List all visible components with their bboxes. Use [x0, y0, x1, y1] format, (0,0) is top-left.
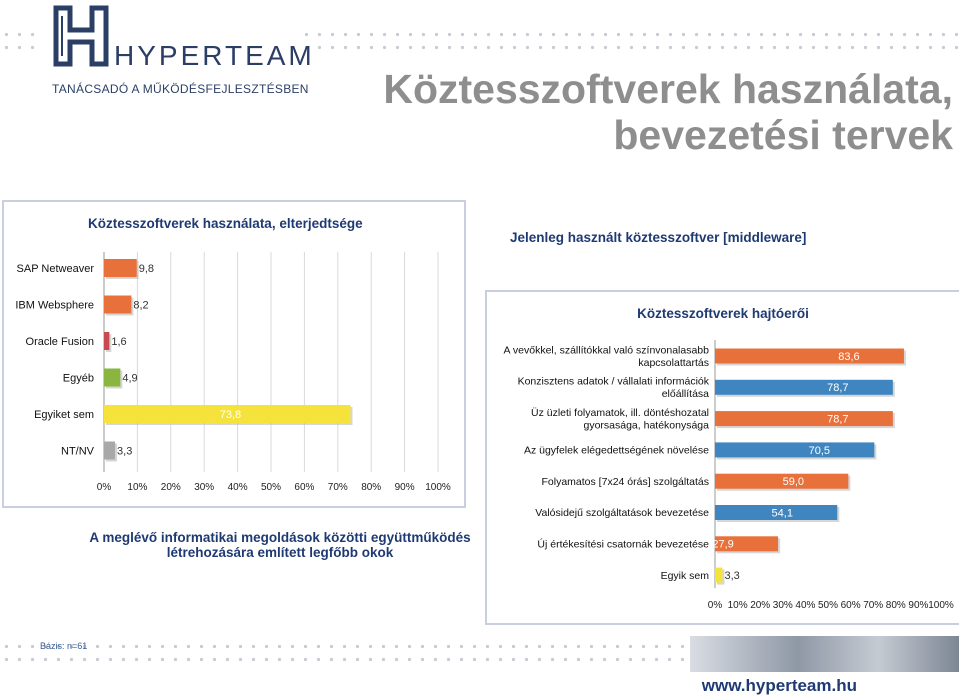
bar-value-label: 9,8 [139, 263, 154, 275]
bar [715, 379, 893, 395]
x-tick-label: 80% [886, 600, 906, 611]
x-tick-label: 30% [194, 482, 214, 493]
bar-value-label: 78,7 [827, 413, 848, 425]
decor-dots-top-left [0, 28, 40, 58]
bar-value-label: 4,9 [122, 372, 137, 384]
bar-value-label: 83,6 [838, 351, 859, 363]
category-label: Egyik sem [661, 570, 710, 582]
bar-value-label: 54,1 [772, 507, 793, 519]
bar-value-label: 8,2 [133, 299, 148, 311]
bar-value-label: 78,7 [827, 382, 848, 394]
x-tick-label: 100% [928, 600, 954, 611]
x-tick-label: 10% [127, 482, 147, 493]
logo-h-icon [53, 5, 109, 67]
drivers-chart: Köztesszoftverek hajtóerői 0% 10% 20% 30% 40%… [504, 306, 954, 611]
drivers-chart-panel: Köztesszoftverek hajtóerői 0% 10% 20% 30% 40%… [485, 290, 959, 625]
category-label: Valósidejű szolgáltatások bevezetése [535, 507, 709, 519]
x-tick-label: 70% [328, 482, 348, 493]
x-tick-label: 100% [425, 482, 451, 493]
x-tick-label: 50% [261, 482, 281, 493]
category-label: NT/NV [61, 445, 95, 457]
bar [715, 473, 849, 489]
bar-value-label: 59,0 [783, 476, 804, 488]
usage-chart-panel: Köztesszoftverek használata, elterjedtsé… [2, 200, 466, 508]
decor-machinery-image [690, 636, 959, 672]
x-tick-label: 60% [294, 482, 314, 493]
logo-tagline: TANÁCSADÓ A MŰKÖDÉSFEJLESZTÉSBEN [52, 82, 309, 96]
chart-title: Köztesszoftverek használata, elterjedtsé… [88, 216, 363, 231]
bar-value-label: 3,3 [117, 445, 132, 457]
bar [715, 348, 904, 364]
bar-value-label: 3,3 [724, 570, 739, 582]
bar [715, 567, 723, 583]
category-label: Egyéb [63, 372, 94, 384]
x-tick-label: 40% [795, 600, 815, 611]
page-title-line2: bevezetési tervek [613, 112, 953, 158]
bar [715, 411, 893, 427]
category-label: A vevőkkel, szállítókkal való színvonala… [504, 344, 710, 356]
x-tick-label: 20% [161, 482, 181, 493]
bar-value-label: 73,8 [220, 409, 241, 421]
category-label: Folyamatos [7x24 órás] szolgáltatás [542, 476, 710, 488]
website-link[interactable]: www.hyperteam.hu [701, 676, 857, 695]
page-title: Köztesszoftverek használata, bevezetési … [383, 66, 953, 158]
category-label: Egyiket sem [34, 409, 94, 421]
category-label: Új értékesítési csatornák bevezetése [537, 537, 709, 550]
x-tick-label: 50% [818, 600, 838, 611]
chart-title: Köztesszoftverek hajtóerői [637, 306, 809, 321]
bar [104, 259, 137, 277]
bar [104, 405, 351, 423]
bar [104, 332, 110, 350]
bar-value-label: 1,6 [111, 336, 126, 348]
bar-value-label: 70,5 [809, 445, 830, 457]
hyperteam-logo: HYPERTEAM TANÁCSADÓ A MŰKÖDÉSFEJLESZTÉSB… [52, 4, 312, 96]
category-label: Konzisztens adatok / vállalati informáci… [518, 376, 710, 388]
x-tick-label: 40% [228, 482, 248, 493]
category-label: gyorsasága, hatékonysága [583, 420, 709, 432]
x-tick-label: 70% [863, 600, 883, 611]
bar [715, 442, 875, 458]
x-tick-label: 90% [908, 600, 928, 611]
bar [104, 441, 116, 460]
caption-drivers-line1: A meglévő informatikai megoldások között… [89, 530, 471, 545]
sample-base-note: Bázis: n=61 [40, 641, 88, 651]
category-label: Üz üzleti folyamatok, ill. döntéshozatal [531, 407, 709, 419]
caption-drivers-line2: létrehozására említett legfőbb okok [166, 545, 394, 560]
usage-chart: Köztesszoftverek használata, elterjedtsé… [15, 216, 451, 493]
x-tick-label: 0% [708, 600, 723, 611]
category-label: Az ügyfelek elégedettségének növelése [524, 445, 709, 457]
category-label: kapcsolattartás [638, 357, 709, 369]
x-tick-label: 90% [395, 482, 415, 493]
logo-name: HYPERTEAM [114, 40, 315, 71]
bar [715, 536, 779, 552]
bar [715, 505, 838, 520]
x-tick-label: 80% [361, 482, 381, 493]
caption-drivers: A meglévő informatikai megoldások között… [40, 530, 520, 560]
category-label: előállítása [662, 388, 709, 400]
x-tick-label: 10% [728, 600, 748, 611]
bar-value-label: 27,9 [712, 539, 733, 551]
x-tick-label: 60% [841, 600, 861, 611]
category-label: IBM Websphere [15, 299, 94, 311]
page-title-line1: Köztesszoftverek használata, [383, 66, 953, 112]
bar [104, 295, 132, 314]
category-label: SAP Netweaver [17, 263, 95, 275]
decor-dots-top-right [300, 28, 959, 58]
x-tick-label: 30% [773, 600, 793, 611]
bar [104, 368, 121, 387]
category-label: Oracle Fusion [26, 336, 94, 348]
x-tick-label: 20% [750, 600, 770, 611]
x-tick-label: 0% [97, 482, 112, 493]
caption-current-middleware: Jelenleg használt köztesszoftver [middle… [510, 230, 807, 245]
